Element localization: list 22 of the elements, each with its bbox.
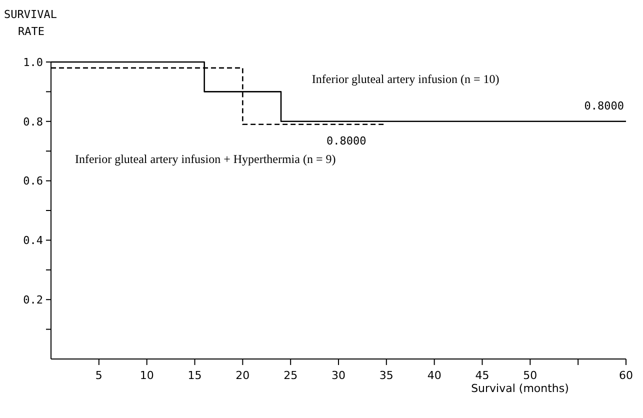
y-tick-label: 0.2 xyxy=(23,293,43,306)
x-tick-label: 45 xyxy=(475,369,490,382)
y-tick-label: 0.6 xyxy=(23,174,43,188)
x-tick-label: 25 xyxy=(284,369,298,382)
y-tick-label: 0.8 xyxy=(23,115,43,128)
x-tick-label: 10 xyxy=(140,369,154,382)
x-tick-label: 35 xyxy=(379,369,394,382)
y-tick-label: 1.0 xyxy=(23,56,43,69)
x-tick-label: 5 xyxy=(95,369,102,382)
text: Inferior gluteal artery infusion + Hyperthermia (n = 9) xyxy=(74,152,336,166)
y-axis-title: SURVIVAL RATE xyxy=(4,8,58,38)
x-tick-label: 20 xyxy=(236,369,250,382)
text: Inferior gluteal artery infusion (n = 10) xyxy=(312,72,500,86)
annotation: 0.8000 xyxy=(584,99,624,112)
x-tick-label: 40 xyxy=(427,369,442,382)
y-tick-label: 0.4 xyxy=(23,234,44,248)
annotation: 0.8000 xyxy=(326,134,366,148)
x-axis-title: Survival (months) xyxy=(471,382,569,395)
x-tick-label: 30 xyxy=(332,369,346,382)
x-tick-label: 15 xyxy=(188,369,202,382)
x-tick-label: 50 xyxy=(523,369,538,382)
x-tick-label: 60 xyxy=(619,369,633,382)
